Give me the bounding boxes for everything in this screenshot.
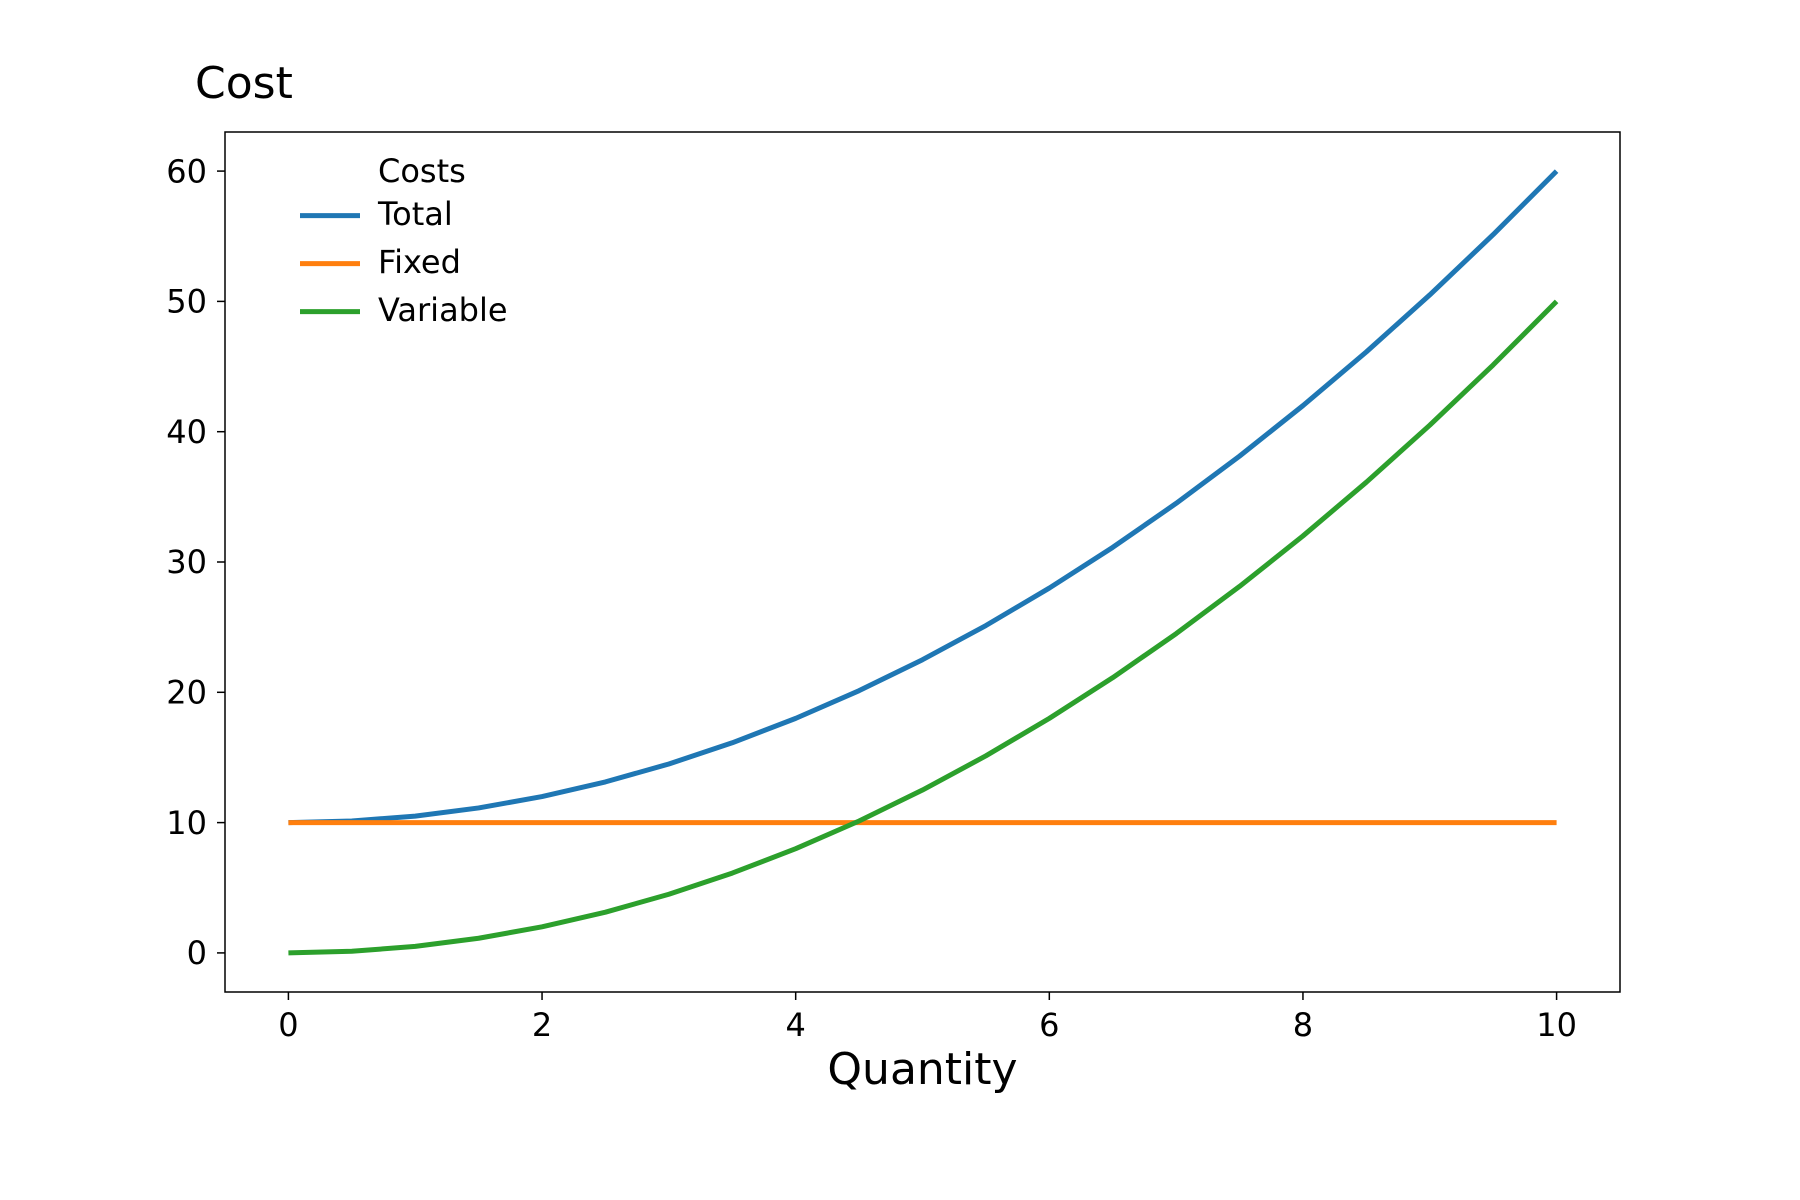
x-tick-label: 10 [1536,1006,1577,1044]
y-tick-label: 20 [166,674,207,712]
y-tick-label: 30 [166,543,207,581]
chart-title: Cost [195,58,293,109]
x-tick-label: 4 [786,1006,806,1044]
chart-background [0,0,1800,1200]
legend-title: Costs [378,152,466,190]
y-tick-label: 40 [166,413,207,451]
y-tick-label: 50 [166,283,207,321]
legend-label-variable: Variable [378,291,508,329]
x-tick-label: 6 [1039,1006,1059,1044]
x-tick-label: 0 [278,1006,298,1044]
legend-label-total: Total [377,195,453,233]
x-tick-label: 2 [532,1006,552,1044]
x-tick-label: 8 [1293,1006,1313,1044]
y-tick-label: 10 [166,804,207,842]
y-tick-label: 0 [187,934,207,972]
cost-chart: 0 2 4 6 8 10 Quantity 0 10 20 30 40 50 60 Cost Costs Tot… [0,0,1800,1200]
legend-label-fixed: Fixed [378,243,461,281]
x-axis-label: Quantity [827,1044,1017,1095]
y-tick-label: 60 [166,152,207,190]
